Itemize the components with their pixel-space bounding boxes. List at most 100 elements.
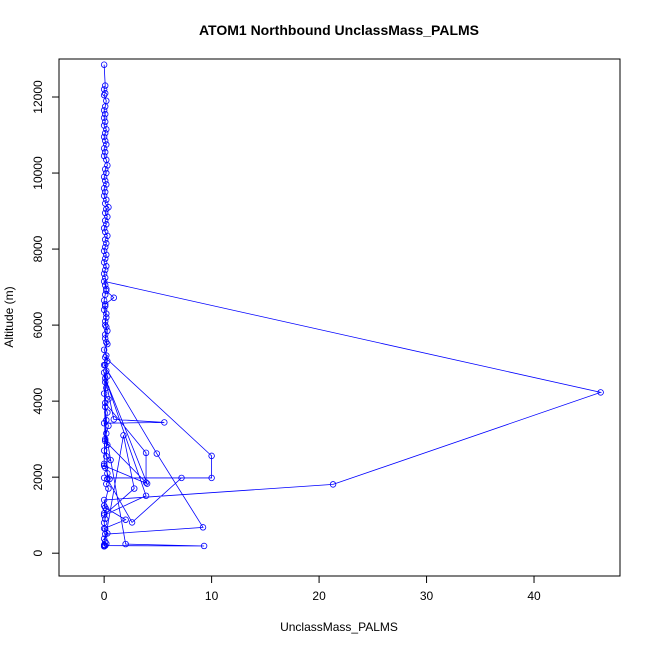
data-point	[100, 247, 108, 255]
data-point	[120, 432, 127, 439]
data-point	[178, 474, 185, 482]
data-point	[102, 82, 109, 89]
data-point	[102, 274, 109, 281]
data-point	[103, 141, 110, 148]
data-point	[100, 86, 108, 93]
data-point	[100, 270, 108, 277]
x-tick-label: 20	[312, 589, 326, 603]
data-point	[102, 243, 109, 251]
data-point	[200, 542, 208, 550]
data-point	[103, 251, 110, 258]
data-point	[100, 259, 108, 266]
data-point	[102, 110, 109, 118]
data-point	[102, 504, 109, 511]
data-point	[142, 479, 150, 486]
data-point	[105, 204, 112, 211]
data-point	[100, 145, 108, 152]
data-point	[102, 200, 109, 207]
data-point	[103, 480, 110, 488]
data-point	[100, 185, 108, 192]
y-tick-label: 10000	[31, 156, 45, 190]
data-point	[100, 419, 108, 427]
data-point	[100, 447, 108, 454]
x-tick-label: 40	[527, 589, 541, 603]
data-point	[103, 339, 110, 346]
x-tick-label: 0	[101, 589, 108, 603]
data-point	[103, 126, 110, 133]
data-point	[102, 148, 109, 156]
data-point	[131, 485, 138, 492]
data-point	[103, 181, 110, 188]
data-point	[597, 389, 604, 396]
data-point	[100, 224, 108, 232]
data-point	[100, 107, 108, 114]
y-axis: 0 2000 4000 6000 8000 10000 12000	[31, 80, 60, 557]
data-point	[102, 266, 109, 274]
data-point	[102, 300, 109, 308]
series-layer	[100, 61, 604, 550]
y-tick-label: 2000	[31, 463, 45, 490]
data-point	[208, 474, 215, 482]
data-point	[143, 480, 151, 487]
data-point	[100, 361, 108, 369]
data-point	[104, 327, 111, 335]
plot-frame	[58, 58, 621, 577]
data-point	[142, 449, 150, 457]
y-axis-label: Altitude (m)	[2, 286, 16, 347]
data-point	[102, 403, 109, 411]
data-point	[100, 152, 108, 160]
x-tick-label: 10	[205, 589, 219, 603]
data-point	[102, 375, 109, 382]
data-point	[104, 409, 111, 416]
data-point	[161, 419, 168, 426]
data-point	[102, 318, 109, 325]
data-point	[102, 129, 109, 137]
data-point	[102, 228, 109, 236]
data-point	[100, 114, 108, 122]
data-point	[102, 188, 109, 196]
data-point	[102, 335, 109, 342]
data-point	[100, 278, 108, 285]
data-point	[102, 399, 109, 407]
data-point	[208, 452, 215, 460]
y-tick-label: 0	[31, 550, 45, 557]
data-point	[102, 137, 109, 144]
data-point	[100, 496, 108, 504]
data-point	[122, 516, 129, 523]
data-point	[104, 475, 111, 483]
data-point	[102, 255, 109, 262]
data-point	[102, 217, 109, 224]
y-tick-label: 12000	[31, 80, 45, 114]
data-point	[100, 474, 108, 482]
data-point	[102, 530, 109, 538]
data-point	[103, 314, 110, 321]
data-point	[103, 430, 110, 437]
data-point	[199, 524, 207, 531]
data-point	[100, 511, 108, 519]
data-point	[329, 481, 337, 488]
series-line	[103, 64, 603, 547]
data-point	[110, 416, 118, 423]
data-point	[142, 492, 150, 499]
chart-title: ATOM1 Northbound UnclassMass_PALMS	[199, 22, 479, 38]
data-point	[103, 156, 110, 163]
data-point	[102, 236, 109, 243]
data-point	[100, 390, 108, 397]
data-point	[102, 354, 109, 361]
data-point	[107, 456, 114, 464]
data-point	[100, 460, 108, 468]
data-point	[100, 61, 108, 68]
data-point	[102, 331, 109, 338]
data-point	[102, 378, 109, 386]
data-point	[102, 90, 109, 97]
data-point	[102, 118, 109, 125]
data-point	[100, 173, 108, 181]
data-point	[102, 437, 109, 445]
data-point	[103, 262, 110, 270]
x-axis-label: UnclassMass_PALMS	[280, 620, 398, 634]
data-point	[104, 213, 111, 220]
data-point	[102, 209, 109, 217]
x-tick-label: 30	[420, 589, 434, 603]
data-point	[122, 540, 129, 548]
